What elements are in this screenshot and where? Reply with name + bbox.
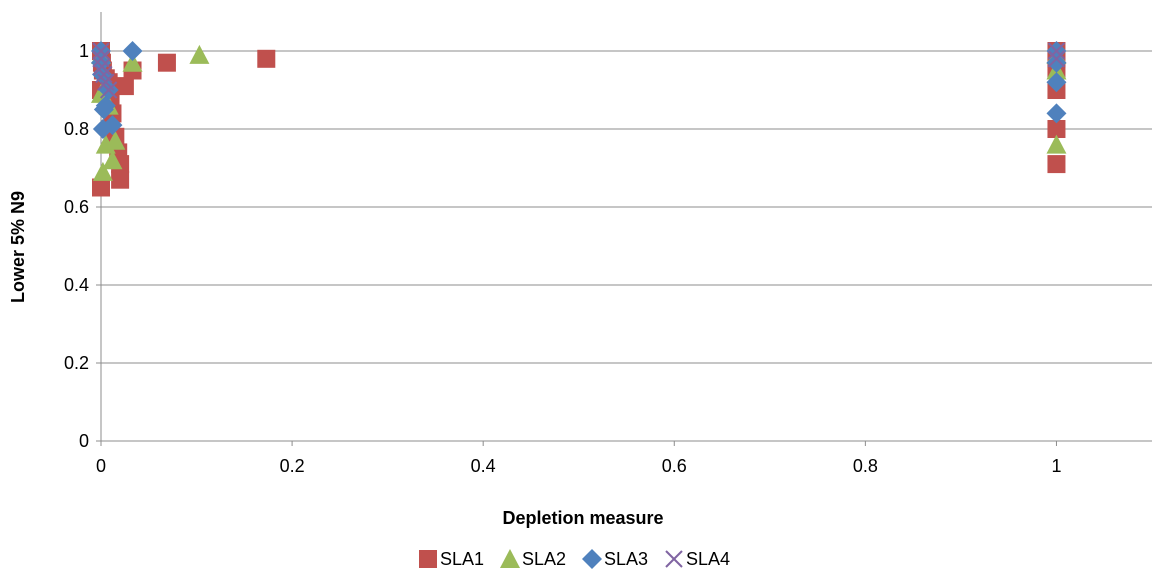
legend-marker	[665, 550, 683, 568]
data-point	[1047, 42, 1066, 60]
data-point	[189, 44, 210, 64]
y-tick-label: 1	[79, 41, 89, 61]
x-tick-label: 0.6	[662, 456, 687, 476]
x-tick-label: 1	[1051, 456, 1061, 476]
legend-marker	[582, 549, 602, 569]
data-point	[102, 115, 123, 136]
legend-item-sla4: SLA4	[665, 549, 730, 569]
y-tick-label: 0.4	[64, 275, 89, 295]
data-point	[91, 64, 112, 85]
data-point	[105, 130, 126, 150]
data-point	[1047, 155, 1066, 174]
y-tick-label: 0.8	[64, 119, 89, 139]
data-point	[1047, 50, 1066, 68]
data-point	[111, 170, 130, 189]
marker-stroke	[95, 65, 113, 84]
series-sla4	[92, 42, 1066, 99]
marker-stroke	[93, 57, 111, 76]
legend-label: SLA4	[686, 549, 730, 569]
data-point	[92, 50, 110, 68]
data-point	[92, 42, 110, 60]
data-series	[91, 41, 1067, 197]
gridlines	[101, 50, 1152, 364]
y-tick-label: 0.2	[64, 353, 89, 373]
data-point	[122, 41, 143, 61]
series-sla1	[92, 42, 1066, 197]
legend-label: SLA1	[440, 549, 484, 569]
data-point	[99, 81, 118, 99]
data-point	[102, 150, 123, 170]
y-tick-label: 0.6	[64, 197, 89, 217]
x-tick-label: 0.4	[471, 456, 496, 476]
data-point	[92, 161, 113, 181]
legend-label: SLA2	[522, 549, 566, 569]
data-point	[1046, 103, 1067, 124]
marker-stroke	[1047, 50, 1066, 68]
x-axis-title: Depletion measure	[502, 508, 663, 528]
legend-item-sla3: SLA3	[582, 549, 648, 569]
data-point	[92, 178, 110, 197]
data-point	[115, 77, 134, 96]
axes	[96, 12, 1152, 446]
legend-label: SLA3	[604, 549, 648, 569]
marker-stroke	[1047, 42, 1066, 60]
legend: SLA1 SLA2 SLA3 SLA4	[419, 549, 730, 569]
data-point	[1047, 120, 1066, 138]
data-point	[157, 53, 176, 72]
legend-marker	[500, 549, 520, 568]
tick-labels: 0 0.2 0.4 0.6 0.8 1 0 0.2 0.4 0.6 0.8 1	[64, 41, 1061, 476]
x-tick-label: 0.2	[280, 456, 305, 476]
data-point	[122, 52, 143, 72]
x-tick-label: 0.8	[853, 456, 878, 476]
marker-stroke	[92, 50, 110, 68]
legend-item-sla2: SLA2	[500, 549, 566, 569]
legend-marker	[419, 550, 437, 568]
data-point	[1046, 72, 1067, 93]
series-sla3	[91, 41, 1067, 139]
data-point	[1046, 52, 1067, 73]
legend-item-sla1: SLA1	[419, 549, 484, 569]
series-sla2	[91, 44, 1067, 181]
y-tick-label: 0	[79, 431, 89, 451]
marker-stroke	[665, 550, 683, 568]
data-point	[257, 49, 276, 68]
data-point	[1046, 134, 1067, 154]
x-tick-label: 0	[96, 456, 106, 476]
marker-stroke	[97, 73, 115, 91]
marker-stroke	[99, 81, 118, 99]
marker-stroke	[92, 42, 110, 60]
data-point	[95, 95, 116, 116]
y-axis-title: Lower 5% N9	[8, 191, 28, 303]
